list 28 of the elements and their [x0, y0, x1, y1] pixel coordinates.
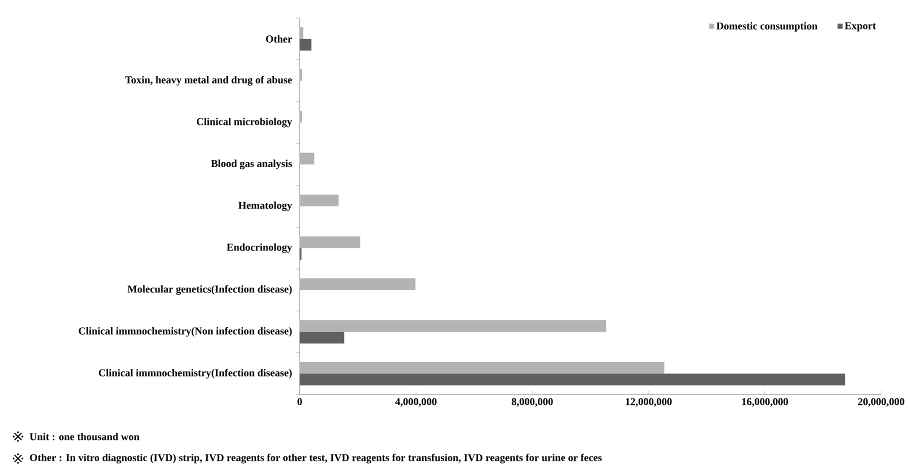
x-tick-label: 4,000,000 [395, 398, 437, 407]
bar [300, 152, 314, 165]
y-tick-label: Other [266, 35, 292, 43]
legend-label: Domestic consumption [716, 22, 818, 32]
x-tick-label: 0 [298, 398, 302, 406]
y-tick-label: Clinical microbiology [196, 118, 292, 128]
y-tick-label: Clinical immnochemistry(Infection disease) [98, 369, 292, 379]
legend-label: Export [844, 22, 876, 32]
y-tick-label: Endocrinology [226, 244, 292, 254]
x-tick-label: 16,000,000 [742, 398, 788, 407]
text: Unit : one thousand won [30, 433, 140, 440]
bar [300, 236, 360, 248]
y-tick-label: Clinical immnochemistry(Non infection disease) [78, 327, 292, 337]
y-tick-label: Molecular genetics(Infection disease) [128, 285, 292, 296]
bar [300, 69, 302, 81]
bar [300, 194, 339, 207]
y-tick-label: Toxin, heavy metal and drug of abuse [125, 76, 292, 86]
bar [300, 278, 416, 290]
text: Other : In vitro diagnostic (IVD) strip, IVD reagents for other test, IVD reagents for transfusion, IVD reagents for urine or feces [30, 454, 602, 464]
bar [300, 111, 302, 123]
y-tick-label: Hematology [238, 202, 292, 212]
x-tick-label: 12,000,000 [626, 398, 672, 407]
y-tick-label: Blood gas analysis [211, 160, 292, 170]
bar [300, 320, 606, 332]
x-tick-label: 20,000,000 [858, 398, 904, 407]
bar [300, 27, 304, 40]
x-tick-label: 8,000,000 [512, 398, 553, 407]
bar [300, 362, 664, 374]
